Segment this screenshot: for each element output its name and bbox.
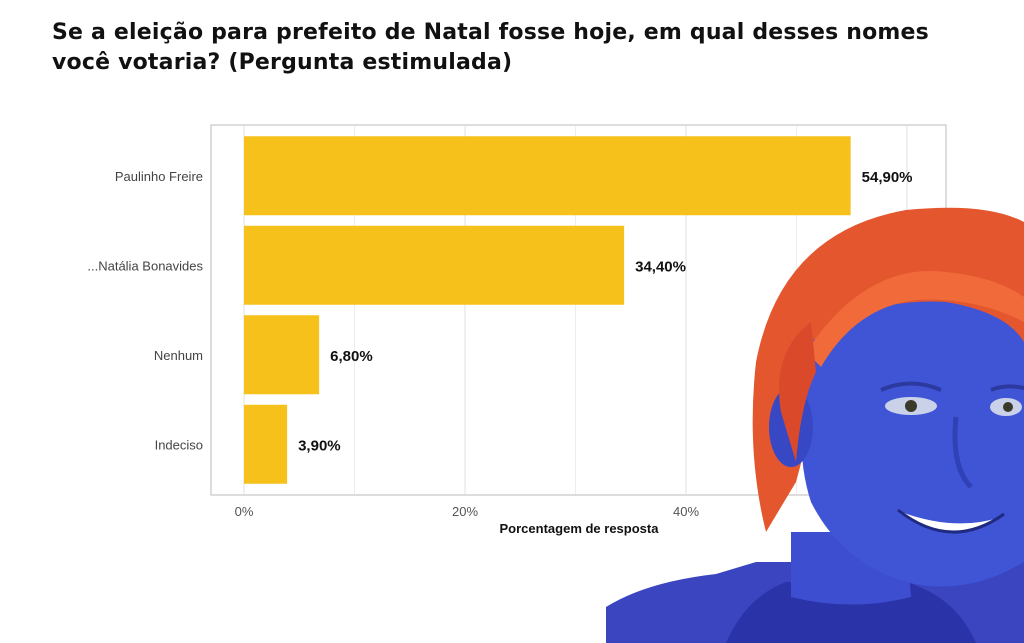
data-label: 3,90%	[298, 437, 341, 454]
category-label: Nenhum	[154, 348, 203, 363]
category-label: ...Natália Bonavides	[87, 258, 203, 273]
x-axis-title: Porcentagem de resposta	[500, 521, 660, 536]
person-photo-icon	[606, 207, 1024, 643]
x-tick-label: 0%	[235, 504, 254, 519]
data-label: 34,40%	[635, 258, 686, 275]
category-label: Indeciso	[155, 437, 203, 452]
bar	[244, 136, 851, 216]
bar	[244, 315, 320, 395]
x-tick-label: 40%	[673, 504, 699, 519]
category-label: Paulinho Freire	[115, 169, 203, 184]
chart-title: Se a eleição para prefeito de Natal foss…	[52, 20, 929, 75]
data-label: 6,80%	[330, 348, 373, 365]
bar	[244, 404, 288, 484]
data-label: 54,90%	[862, 169, 913, 186]
bar	[244, 225, 625, 305]
x-tick-label: 20%	[452, 504, 478, 519]
